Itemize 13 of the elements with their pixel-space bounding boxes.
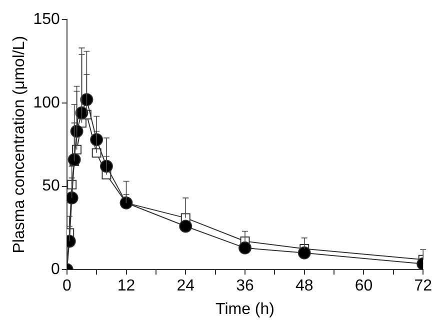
y-axis-title: Plasma concentration (μmol/L) (11, 36, 28, 254)
x-tick-label: 48 (295, 278, 314, 295)
x-axis-title: Time (h) (216, 300, 274, 318)
x-tick-label: 24 (176, 278, 195, 295)
x-tick-label: 60 (354, 278, 373, 295)
x-tick-label: 12 (117, 278, 136, 295)
x-tick-label: 0 (62, 278, 72, 295)
y-tick-label: 100 (33, 94, 60, 112)
x-tick-label: 36 (236, 278, 254, 295)
y-tick-label: 150 (33, 11, 60, 28)
y-tick-label: 0 (50, 261, 60, 278)
y-tick-label: 50 (42, 178, 60, 195)
x-tick-label: 72 (414, 278, 432, 295)
